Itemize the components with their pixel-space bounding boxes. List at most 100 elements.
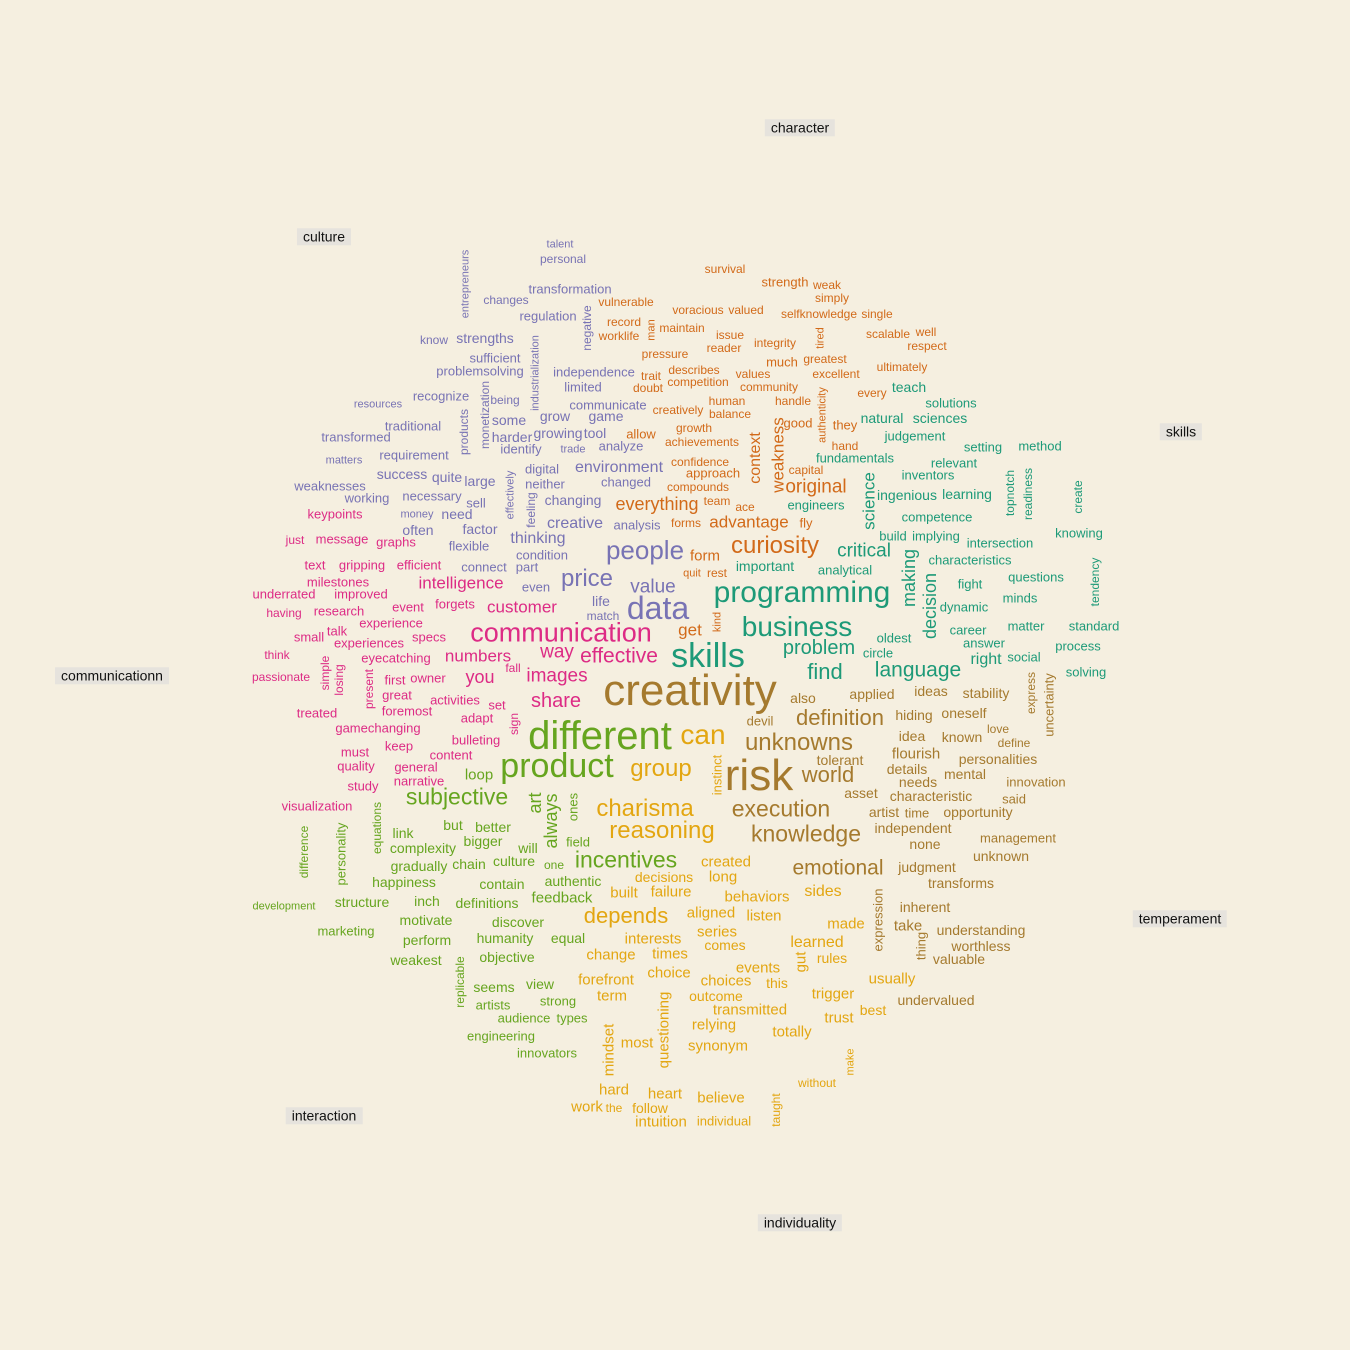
cloud-word-understanding: understanding	[936, 922, 1026, 938]
cloud-word-simple: simple	[318, 655, 332, 691]
cloud-word-world: world	[801, 762, 855, 787]
cloud-word-authentic: authentic	[544, 873, 602, 889]
cloud-word-much: much	[766, 354, 798, 370]
cloud-word-they: they	[832, 417, 858, 433]
cloud-word-programming: programming	[713, 576, 891, 609]
cloud-word-innovation: innovation	[1006, 774, 1066, 790]
cloud-word-this: this	[766, 975, 788, 991]
cloud-word-mindset: mindset	[600, 1023, 618, 1077]
cloud-word-human: human	[708, 394, 746, 408]
cloud-word-people: people	[605, 535, 685, 565]
cloud-word-capital: capital	[788, 463, 824, 477]
cloud-word-love: love	[986, 722, 1010, 736]
cloud-word-fight: fight	[957, 576, 983, 592]
cloud-word-visualization: visualization	[281, 798, 353, 814]
cloud-word-respect: respect	[907, 339, 947, 353]
cloud-word-make: make	[844, 1048, 857, 1076]
cloud-word-hand: hand	[831, 439, 859, 453]
cloud-word-hiding: hiding	[895, 707, 933, 723]
cloud-word-experiences: experiences	[333, 635, 405, 651]
cloud-word-game: game	[588, 408, 624, 424]
cloud-word-minds: minds	[1002, 590, 1038, 606]
cloud-word-gradually: gradually	[390, 858, 448, 874]
cloud-word-greatest: greatest	[803, 352, 847, 366]
cloud-word-owner: owner	[410, 670, 446, 686]
cloud-word-tolerant: tolerant	[816, 752, 864, 768]
cloud-word-study: study	[347, 778, 379, 794]
cloud-word-link: link	[392, 825, 414, 841]
cloud-word-balance: balance	[708, 407, 752, 421]
cloud-word-series: series	[696, 923, 738, 941]
category-label-temperament: temperament	[1132, 910, 1228, 928]
cloud-word-creatively: creatively	[652, 403, 704, 417]
cloud-word-can: can	[680, 719, 726, 750]
cloud-word-well: well	[915, 325, 937, 339]
cloud-word-ingenious: ingenious	[877, 487, 937, 503]
cloud-word-being: being	[490, 393, 520, 407]
cloud-word-trade: trade	[560, 443, 586, 456]
cloud-word-outcome: outcome	[689, 988, 743, 1004]
cloud-word-none: none	[909, 836, 941, 852]
cloud-word-bigger: bigger	[463, 833, 503, 849]
cloud-word-contain: contain	[479, 876, 525, 892]
cloud-word-answer: answer	[963, 635, 1005, 651]
cloud-word-connect: connect	[461, 559, 507, 575]
cloud-word-independence: independence	[553, 364, 635, 380]
cloud-word-record: record	[606, 315, 642, 329]
cloud-word-problem: problem	[782, 637, 856, 659]
cloud-word-rules: rules	[816, 950, 848, 966]
cloud-word-judgement: judgement	[884, 428, 946, 444]
cloud-word-judgment: judgment	[898, 859, 956, 875]
cloud-word-tendency: tendency	[1088, 557, 1102, 607]
cloud-word-right: right	[970, 651, 1002, 668]
cloud-word-perform: perform	[402, 932, 452, 948]
cloud-word-factor: factor	[462, 521, 498, 537]
cloud-word-group: group	[630, 755, 692, 782]
cloud-word-asset: asset	[844, 785, 878, 801]
cloud-word-confidence: confidence	[670, 455, 730, 469]
cloud-word-approach: approach	[685, 465, 741, 481]
cloud-word-but: but	[443, 817, 463, 833]
cloud-word-competence: competence	[901, 509, 973, 525]
cloud-word-every: every	[857, 386, 887, 400]
cloud-word-valued: valued	[728, 303, 764, 317]
cloud-word-some: some	[491, 412, 527, 428]
cloud-word-match: match	[586, 609, 620, 623]
cloud-word-take: take	[893, 917, 923, 935]
cloud-word-event: event	[392, 599, 424, 615]
cloud-word-industrialization: industrialization	[529, 335, 542, 411]
cloud-word-everything: everything	[615, 494, 699, 514]
cloud-word-condition: condition	[515, 547, 569, 563]
cloud-word-inventors: inventors	[901, 467, 955, 483]
cloud-word-opportunity: opportunity	[943, 804, 1013, 820]
cloud-word-research: research	[313, 603, 365, 619]
cloud-word-worklife: worklife	[598, 329, 640, 343]
cloud-word-sign: sign	[507, 712, 521, 736]
cloud-word-expression: expression	[870, 888, 886, 952]
cloud-word-the: the	[605, 1101, 623, 1115]
cloud-word-customer: customer	[487, 597, 557, 617]
cloud-word-oneself: oneself	[941, 705, 987, 721]
cloud-word-definition: definition	[795, 705, 885, 730]
cloud-word-competition: competition	[667, 375, 729, 389]
cloud-word-details: details	[886, 761, 928, 777]
cloud-word-data: data	[626, 590, 690, 626]
cloud-word-fundamentals: fundamentals	[815, 450, 895, 466]
cloud-word-man: man	[645, 319, 658, 341]
cloud-word-standard: standard	[1068, 618, 1120, 634]
cloud-word-vulnerable: vulnerable	[598, 295, 654, 309]
cloud-word-personalities: personalities	[958, 751, 1038, 767]
cloud-word-inch: inch	[414, 893, 440, 909]
cloud-word-difference: difference	[297, 825, 311, 879]
cloud-word-equations: equations	[370, 801, 384, 855]
cloud-word-humanity: humanity	[476, 930, 534, 946]
cloud-word-you: you	[465, 667, 495, 687]
cloud-word-adapt: adapt	[460, 710, 494, 726]
cloud-word-long: long	[708, 868, 738, 886]
cloud-word-listen: listen	[746, 907, 782, 925]
cloud-word-tired: tired	[814, 327, 827, 349]
cloud-word-skills: skills	[671, 637, 745, 675]
cloud-word-interests: interests	[624, 930, 682, 948]
cloud-word-grow: grow	[539, 408, 571, 424]
cloud-word-necessary: necessary	[402, 488, 462, 504]
